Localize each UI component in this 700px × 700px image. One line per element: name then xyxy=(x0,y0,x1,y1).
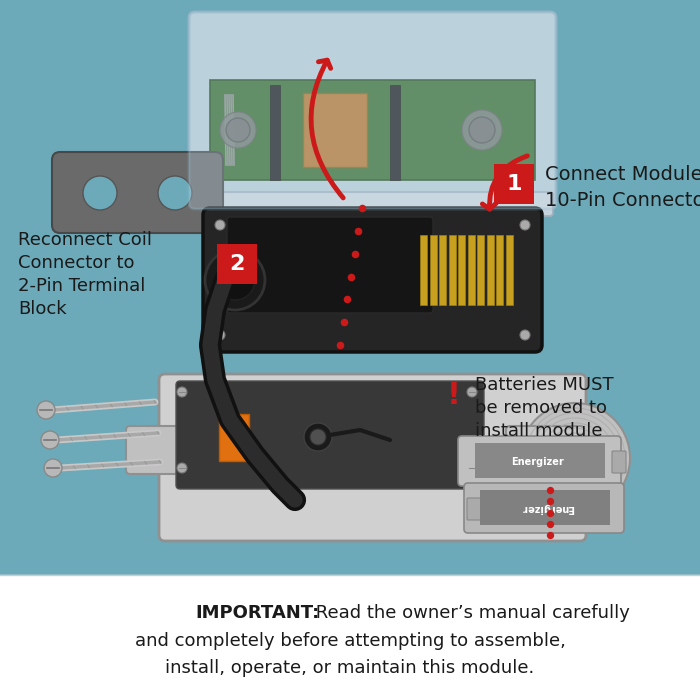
Bar xyxy=(449,235,456,305)
Circle shape xyxy=(462,110,502,150)
Circle shape xyxy=(44,459,62,477)
Text: Read the owner’s manual carefully: Read the owner’s manual carefully xyxy=(310,604,630,622)
Bar xyxy=(458,235,465,305)
Text: Energizer: Energizer xyxy=(522,503,575,513)
Bar xyxy=(486,235,493,305)
FancyBboxPatch shape xyxy=(467,498,481,520)
Text: !: ! xyxy=(447,381,461,409)
Circle shape xyxy=(520,403,630,513)
Text: Connect Module to: Connect Module to xyxy=(545,165,700,185)
FancyBboxPatch shape xyxy=(475,443,605,478)
Circle shape xyxy=(467,387,477,397)
FancyBboxPatch shape xyxy=(612,451,626,473)
FancyBboxPatch shape xyxy=(217,244,257,284)
Circle shape xyxy=(37,401,55,419)
Text: 2-Pin Terminal: 2-Pin Terminal xyxy=(18,277,146,295)
Point xyxy=(545,484,556,496)
Text: 10-Pin Connector: 10-Pin Connector xyxy=(545,190,700,209)
FancyBboxPatch shape xyxy=(390,85,400,180)
Circle shape xyxy=(520,220,530,230)
Circle shape xyxy=(215,220,225,230)
FancyBboxPatch shape xyxy=(203,208,542,352)
Circle shape xyxy=(304,423,332,451)
Circle shape xyxy=(177,387,187,397)
Bar xyxy=(496,235,503,305)
Circle shape xyxy=(158,176,192,210)
Text: be removed to: be removed to xyxy=(475,399,607,417)
Text: install, operate, or maintain this module.: install, operate, or maintain this modul… xyxy=(165,659,535,677)
FancyBboxPatch shape xyxy=(506,426,584,489)
FancyBboxPatch shape xyxy=(270,85,280,180)
Circle shape xyxy=(205,250,265,310)
FancyBboxPatch shape xyxy=(189,12,556,209)
FancyBboxPatch shape xyxy=(303,93,367,167)
FancyBboxPatch shape xyxy=(176,381,484,489)
Text: Energizer: Energizer xyxy=(512,457,564,467)
Bar xyxy=(477,235,484,305)
Point xyxy=(353,225,364,237)
Bar xyxy=(0,0,700,575)
FancyBboxPatch shape xyxy=(210,80,535,180)
FancyBboxPatch shape xyxy=(159,374,586,541)
FancyBboxPatch shape xyxy=(458,436,621,486)
Circle shape xyxy=(215,260,255,300)
Point xyxy=(349,248,360,259)
Text: 1: 1 xyxy=(506,174,522,194)
Circle shape xyxy=(520,330,530,340)
FancyBboxPatch shape xyxy=(227,217,433,313)
Point xyxy=(545,518,556,529)
Circle shape xyxy=(467,463,477,473)
Bar xyxy=(505,235,512,305)
FancyBboxPatch shape xyxy=(52,152,223,233)
Text: IMPORTANT:: IMPORTANT: xyxy=(195,604,319,622)
Circle shape xyxy=(220,112,256,148)
FancyBboxPatch shape xyxy=(189,12,556,209)
Text: 2: 2 xyxy=(230,254,245,274)
Point xyxy=(335,340,346,351)
Point xyxy=(345,271,356,282)
Point xyxy=(545,496,556,507)
Circle shape xyxy=(469,117,495,143)
Bar xyxy=(420,235,427,305)
Circle shape xyxy=(177,463,187,473)
FancyBboxPatch shape xyxy=(480,490,610,525)
Circle shape xyxy=(310,429,326,445)
Text: Block: Block xyxy=(18,300,66,318)
Text: Connector to: Connector to xyxy=(18,254,134,272)
Circle shape xyxy=(226,118,250,142)
Text: Batteries MUST: Batteries MUST xyxy=(475,376,614,394)
Bar xyxy=(468,235,475,305)
Bar xyxy=(0,575,700,700)
Text: and completely before attempting to assemble,: and completely before attempting to asse… xyxy=(134,632,566,650)
FancyBboxPatch shape xyxy=(126,426,179,474)
Bar xyxy=(430,235,437,305)
Circle shape xyxy=(83,176,117,210)
FancyBboxPatch shape xyxy=(494,164,534,204)
FancyBboxPatch shape xyxy=(219,414,249,461)
Text: Reconnect Coil: Reconnect Coil xyxy=(18,231,152,249)
Point xyxy=(545,507,556,518)
Point xyxy=(342,294,353,305)
FancyBboxPatch shape xyxy=(464,483,624,533)
Point xyxy=(356,202,368,214)
Circle shape xyxy=(215,330,225,340)
Circle shape xyxy=(41,431,59,449)
Bar xyxy=(439,235,446,305)
Point xyxy=(338,316,349,328)
Text: install module: install module xyxy=(475,422,603,440)
Point xyxy=(545,529,556,540)
FancyBboxPatch shape xyxy=(192,192,553,216)
